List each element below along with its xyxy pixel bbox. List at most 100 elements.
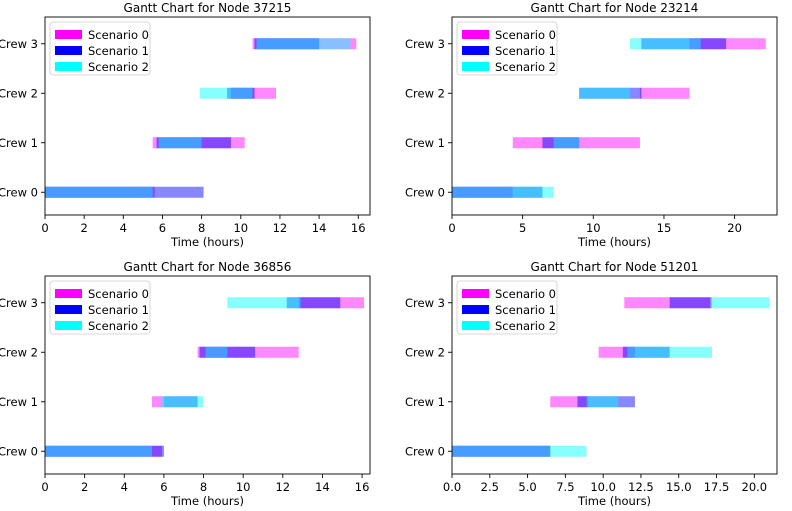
y-tick-label: Crew 1 [405,395,445,409]
task-bar [45,186,204,198]
task-bar [577,396,635,408]
task-bar [641,38,727,50]
task-bar [45,186,155,198]
legend: Scenario 0 Scenario 1 Scenario 2 [456,21,558,76]
chart-title: Gantt Chart for Node 37215 [124,1,292,15]
x-tick-label: 12 [275,480,290,494]
x-tick-label: 14 [315,480,330,494]
task-bar [512,137,640,149]
x-tick-label: 4 [121,480,128,494]
y-tick-label: Crew 2 [0,345,38,359]
x-tick-label: 6 [160,480,167,494]
x-tick-label: 2 [81,480,88,494]
x-tick-label: 6 [159,221,166,235]
task-bar [45,445,164,457]
task-bar [452,186,543,198]
x-tick-label: 10 [586,221,601,235]
task-bar [163,396,198,408]
task-bar [622,346,670,358]
task-bar [230,87,277,99]
legend: Scenario 0 Scenario 1 Scenario 2 [49,280,151,335]
task-bar [286,297,341,309]
y-tick-label: Crew 0 [0,444,38,458]
x-tick-label: 10 [236,480,251,494]
task-bar [586,396,619,408]
x-tick-label: 10.0 [590,480,616,494]
x-tick-label: 20 [727,221,742,235]
y-tick-label: Crew 1 [0,395,38,409]
x-tick-label: 15 [657,221,672,235]
x-tick-label: 14 [312,221,327,235]
legend-swatch [462,321,489,330]
legend-swatch [55,62,82,71]
task-bar [710,297,770,309]
legend-swatch [55,321,82,330]
x-tick-label: 8 [200,480,207,494]
task-bar [161,396,204,408]
x-axis-label: Time (hours) [170,235,244,249]
y-tick-label: Crew 1 [405,136,445,150]
legend-label: Scenario 0 [495,28,556,42]
y-tick-label: Crew 0 [405,444,445,458]
x-tick-label: 0 [448,221,455,235]
task-bar [624,297,712,309]
legend-label: Scenario 1 [88,303,149,317]
task-bar [45,186,153,198]
task-bar [254,38,320,50]
legend-label: Scenario 2 [495,60,556,74]
x-tick-label: 2 [80,221,87,235]
legend-swatch [462,305,489,314]
x-tick-label: 2.5 [481,480,499,494]
legend-label: Scenario 1 [495,44,556,58]
task-bar [630,38,701,50]
task-bar [45,445,162,457]
x-axis-label: Time (hours) [577,494,651,508]
task-bar [579,87,631,99]
x-tick-label: 5.0 [518,480,536,494]
x-tick-label: 17.5 [704,480,730,494]
task-bar [669,297,711,309]
plot-frame [451,275,778,475]
y-tick-label: Crew 3 [0,37,38,51]
legend-label: Scenario 0 [88,28,149,42]
x-tick-label: 12.5 [628,480,654,494]
task-bar [152,137,245,149]
task-bar [227,297,301,309]
plot-frame [44,275,371,475]
chart-panel: Gantt Chart for Node 23214 Crew 0 Crew 1 Cr… [405,1,778,249]
x-tick-label: 5 [519,221,526,235]
task-bar [45,445,153,457]
task-bar [542,137,580,149]
y-tick-label: Crew 2 [0,86,38,100]
task-bar [452,445,587,457]
x-tick-label: 16 [355,480,370,494]
legend-label: Scenario 0 [88,287,149,301]
y-tick-label: Crew 0 [0,185,38,199]
task-bar [227,87,255,99]
x-tick-label: 16 [351,221,366,235]
chart-title: Gantt Chart for Node 51201 [531,260,699,274]
y-tick-label: Crew 3 [405,37,445,51]
x-tick-label: 7.5 [556,480,574,494]
task-bar [156,137,231,149]
x-tick-label: 12 [273,221,288,235]
x-tick-label: 0.0 [443,480,461,494]
task-bar [452,186,554,198]
task-bar [199,87,253,99]
task-bar [252,38,357,50]
legend-label: Scenario 2 [88,60,149,74]
chart-title: Gantt Chart for Node 36856 [124,260,292,274]
y-tick-label: Crew 3 [0,296,38,310]
x-tick-label: 0 [41,221,48,235]
task-bar [452,445,551,457]
legend-swatch [462,46,489,55]
legend-swatch [462,289,489,298]
y-tick-label: Crew 0 [405,185,445,199]
task-bar [197,346,299,358]
legend-label: Scenario 1 [88,44,149,58]
x-tick-label: 20.0 [742,480,768,494]
task-bar [627,346,712,358]
x-tick-label: 8 [198,221,205,235]
chart-panel: Gantt Chart for Node 51201 Crew 0 Crew 1 Cr… [405,260,778,508]
legend: Scenario 0 Scenario 1 Scenario 2 [49,21,151,76]
